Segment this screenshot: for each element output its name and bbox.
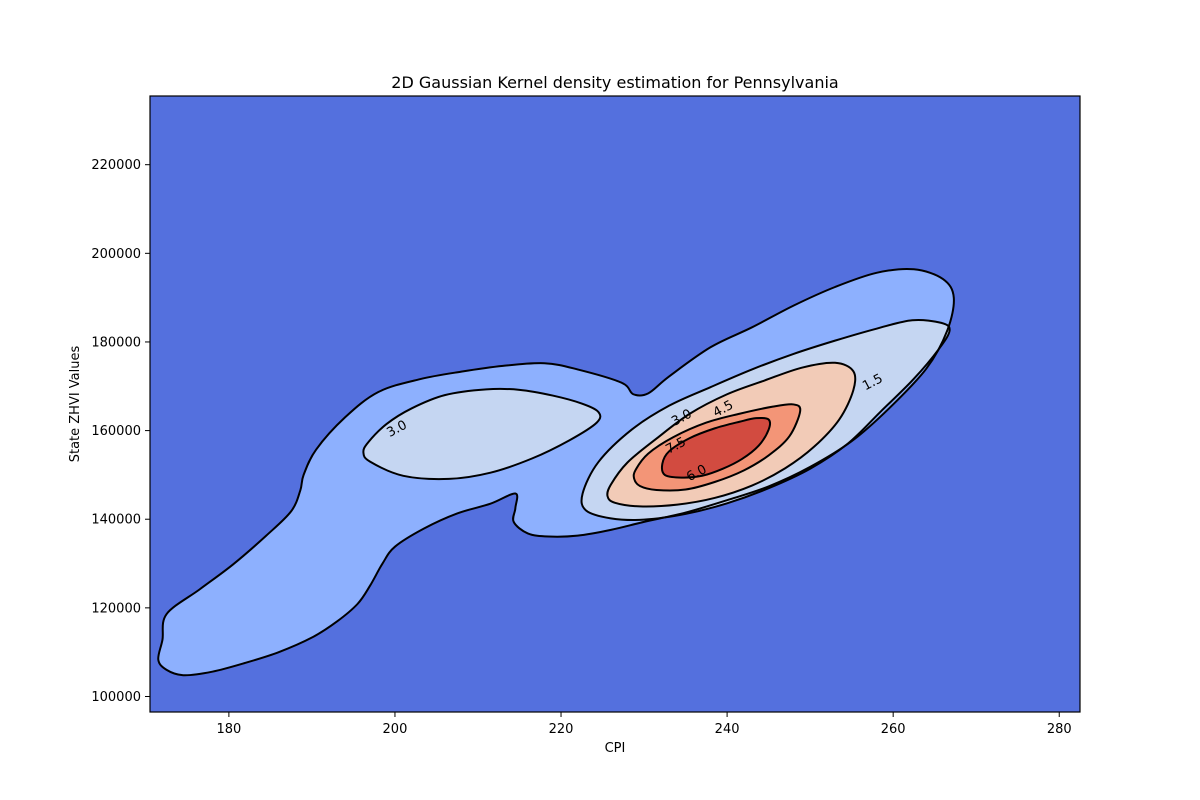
x-tick-label: 240 — [715, 722, 740, 737]
contour-line-7_5-5 — [660, 416, 772, 479]
y-tick-label: 160000 — [91, 424, 141, 439]
x-tick-label: 180 — [216, 722, 241, 737]
y-tick-label: 140000 — [91, 513, 141, 528]
y-tick-label: 200000 — [91, 247, 141, 262]
y-tick-label: 220000 — [91, 158, 141, 173]
plot-frame — [149, 95, 1081, 713]
x-tick-label: 220 — [549, 722, 574, 737]
y-tick-label: 100000 — [91, 690, 141, 705]
x-axis: 180 200 220 240 260 280 — [216, 712, 1072, 737]
y-axis-label: State ZHVI Values — [68, 345, 83, 462]
contour-line-3-2 — [580, 319, 951, 521]
y-tick-label: 120000 — [91, 601, 141, 616]
x-tick-label: 200 — [383, 722, 408, 737]
y-axis: 100000 120000 140000 160000 180000 200000 2200… — [91, 158, 150, 705]
x-tick-label: 260 — [881, 722, 906, 737]
contour-band-7_5-5 — [661, 417, 771, 478]
contour-line-3-1 — [362, 387, 602, 481]
x-tick-label: 280 — [1047, 722, 1072, 737]
y-tick-label: 180000 — [91, 335, 141, 350]
contour-band-3-1 — [363, 388, 601, 480]
contour-line-4_5-3 — [606, 361, 857, 508]
contour-line-6-4 — [632, 403, 802, 492]
plot-area: 1.53.0 3.0 4.56.07.5 — [149, 95, 1081, 713]
x-axis-label: CPI — [605, 741, 626, 756]
chart-title: 2D Gaussian Kernel density estimation fo… — [391, 73, 838, 92]
contour-line-1_5-0 — [157, 267, 955, 677]
